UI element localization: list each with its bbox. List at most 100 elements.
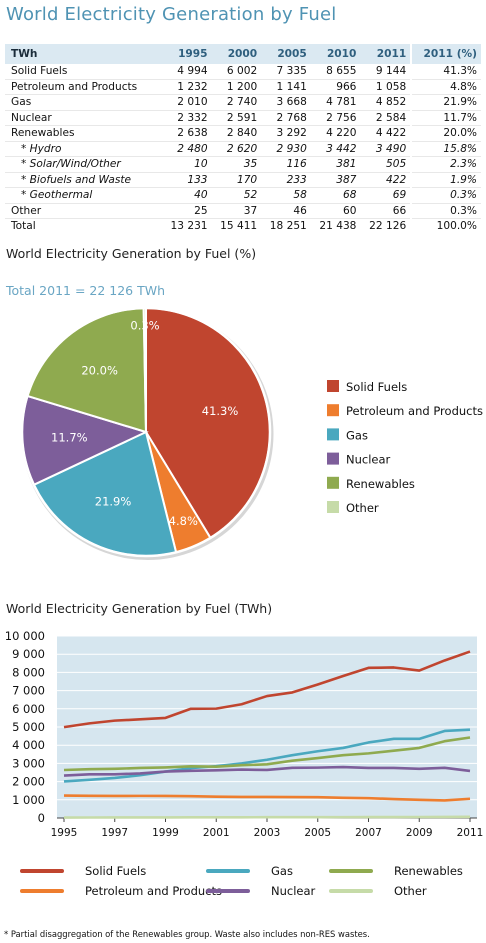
column-header: 2000 bbox=[211, 44, 262, 64]
line-chart: 0 1 000 2 000 3 000 4 000 5 000 6 000 7 000 8 00… bbox=[5, 629, 484, 898]
x-tick-label: 2003 bbox=[254, 827, 281, 839]
table-cell: 3 442 bbox=[310, 141, 361, 157]
legend-swatch bbox=[327, 404, 339, 417]
series-line-gas bbox=[63, 728, 471, 783]
row-label: Renewables bbox=[5, 125, 162, 142]
table-cell: 2 332 bbox=[161, 110, 212, 126]
pie-data-label: 11.7% bbox=[51, 431, 88, 445]
table-cell: 40 bbox=[161, 187, 212, 204]
table-cell: 22 126 bbox=[369, 220, 407, 232]
legend-label: Renewables bbox=[346, 477, 415, 491]
table-cell: 387 bbox=[310, 172, 361, 188]
table-cell: 4 781 bbox=[310, 94, 361, 111]
legend-label: Nuclear bbox=[271, 884, 316, 898]
table-cell: 233 bbox=[261, 172, 311, 188]
legend-swatch bbox=[327, 452, 339, 465]
x-tick-label: 1997 bbox=[101, 827, 128, 839]
pie-data-label: 0.3% bbox=[130, 318, 159, 332]
pie-data-label: 20.0% bbox=[81, 364, 118, 378]
legend-label: Gas bbox=[271, 864, 293, 878]
table-cell: 15.8% bbox=[410, 141, 481, 157]
legend-swatch bbox=[327, 428, 339, 441]
table-cell: 422 bbox=[360, 172, 412, 188]
pie-data-label: 41.3% bbox=[202, 404, 239, 418]
table-cell: 2 591 bbox=[211, 110, 262, 126]
table-cell: 2 480 bbox=[161, 141, 212, 157]
y-tick-label: 1 000 bbox=[12, 793, 45, 807]
series-line-nuclear bbox=[63, 765, 471, 777]
y-tick-label: 10 000 bbox=[5, 629, 45, 643]
table-cell: 41.3% bbox=[410, 64, 481, 80]
pie-border bbox=[20, 306, 272, 558]
table-cell: 6 002 bbox=[211, 64, 262, 80]
table-cell: 2.3% bbox=[410, 156, 481, 173]
y-tick-label: 4 000 bbox=[12, 738, 45, 752]
column-header: 2011 bbox=[360, 44, 412, 64]
table-cell: 18 251 bbox=[269, 220, 307, 232]
column-header: 2005 bbox=[261, 44, 311, 64]
table-cell: 4 852 bbox=[360, 94, 412, 111]
table-cell: 2 584 bbox=[360, 110, 412, 126]
generation-table: TWh 1995 2000 2005 2010 2011 2011 (%) Solid Fu… bbox=[5, 44, 481, 234]
table-cell: 2 756 bbox=[310, 110, 361, 126]
table-cell: 133 bbox=[161, 172, 212, 188]
table-cell: 2 740 bbox=[211, 94, 262, 111]
table-cell: 68 bbox=[310, 187, 361, 204]
legend-label: Gas bbox=[346, 428, 368, 442]
table-cell: 3 292 bbox=[261, 125, 311, 142]
table-cell: 0.3% bbox=[410, 203, 481, 219]
x-tick-label: 1995 bbox=[51, 827, 78, 839]
series-line-solid-fuels bbox=[63, 650, 471, 729]
footnote: * Partial disaggregation of the Renewabl… bbox=[4, 929, 370, 939]
table-cell: 1 058 bbox=[360, 79, 412, 95]
legend-swatch bbox=[327, 380, 339, 392]
table-header-row: TWh 1995 2000 2005 2010 2011 2011 (%) bbox=[5, 44, 481, 64]
column-header: TWh bbox=[5, 44, 162, 64]
table-cell: 2 620 bbox=[211, 141, 262, 157]
column-header: 2011 (%) bbox=[410, 44, 481, 64]
table-cell: 46 bbox=[261, 203, 311, 219]
table-row: Gas 2 010 2 740 3 668 4 781 4 852 21.9% bbox=[5, 94, 481, 111]
page-title: World Electricity Generation by Fuel bbox=[6, 4, 337, 25]
table-cell: 4 220 bbox=[310, 125, 361, 142]
row-label: Gas bbox=[5, 94, 162, 111]
table-cell: 3 668 bbox=[261, 94, 311, 111]
pie-chart: 41.3% 4.8% 21.9% 11.7% 20.0% 0.3% Solid Fuels P… bbox=[20, 306, 483, 560]
table-cell: 116 bbox=[261, 156, 311, 173]
table-cell: 100.0% bbox=[410, 218, 481, 234]
table-cell: 505 bbox=[360, 156, 412, 173]
table-cell: 4.8% bbox=[410, 79, 481, 95]
table-cell: 52 bbox=[211, 187, 262, 204]
row-label: Total bbox=[11, 220, 36, 232]
series-line-renewables bbox=[63, 736, 471, 772]
x-tick-label: 1999 bbox=[152, 827, 179, 839]
legend-label: Petroleum and Products bbox=[85, 884, 222, 898]
y-tick-label: 9 000 bbox=[12, 647, 45, 661]
legend-swatch bbox=[327, 476, 339, 489]
table-cell: 69 bbox=[360, 187, 412, 204]
table-cell: 0.3% bbox=[410, 187, 481, 204]
table-cell: 2 840 bbox=[211, 125, 262, 142]
table-row: Nuclear 2 332 2 591 2 768 2 756 2 584 11.7% bbox=[5, 110, 481, 126]
line-chart-title: World Electricity Generation by Fuel (TW… bbox=[6, 601, 273, 616]
table-cell: 10 bbox=[161, 156, 212, 173]
table-cell: 7 335 bbox=[261, 64, 311, 80]
table-cell: 21 438 bbox=[319, 220, 357, 232]
table-cell: 37 bbox=[211, 203, 262, 219]
table-cell: 35 bbox=[211, 156, 262, 173]
legend-label: Renewables bbox=[394, 864, 463, 878]
pie-data-label: 21.9% bbox=[95, 494, 132, 508]
series-line-other bbox=[63, 815, 471, 819]
x-tick-label: 2007 bbox=[355, 827, 382, 839]
y-tick-label: 5 000 bbox=[12, 720, 45, 734]
legend-label: Other bbox=[346, 501, 379, 515]
x-tick-label: 2005 bbox=[304, 827, 331, 839]
table-row: Other 25 37 46 60 66 0.3% bbox=[5, 203, 481, 219]
table-cell: 1.9% bbox=[410, 172, 481, 188]
legend-label: Solid Fuels bbox=[85, 864, 146, 878]
legend-label: Petroleum and Products bbox=[346, 404, 483, 418]
column-header: 1995 bbox=[161, 44, 212, 64]
table-row: Total 13 231 15 411 18 251 21 438 22 126 100.0… bbox=[5, 218, 481, 234]
table-cell: 2 010 bbox=[161, 94, 212, 111]
y-tick-label: 8 000 bbox=[12, 665, 45, 679]
